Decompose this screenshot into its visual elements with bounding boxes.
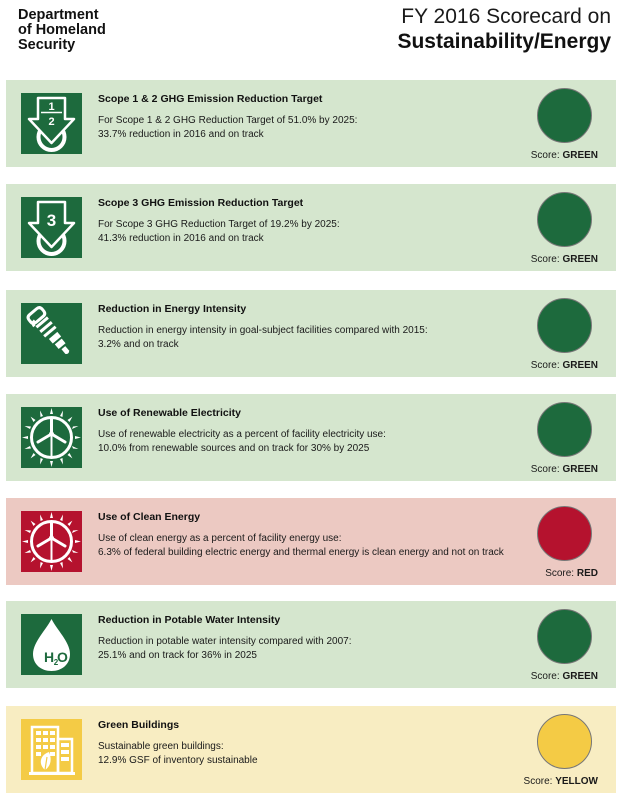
score-prefix: Score:	[545, 568, 575, 579]
item-title: Use of Clean Energy	[98, 511, 201, 523]
ghg-scope-1-2-icon: 1 2	[21, 93, 82, 154]
score-prefix: Score:	[530, 360, 560, 371]
description-line: Reduction in energy intensity in goal-su…	[98, 325, 428, 336]
score-value: GREEN	[562, 360, 598, 371]
title-line-1: FY 2016 Scorecard on	[401, 5, 611, 28]
item-description: Reduction in energy intensity in goal-su…	[98, 324, 528, 352]
score-value: RED	[576, 568, 598, 579]
agency-line: Department	[18, 7, 99, 23]
description-line: Use of clean energy as a percent of faci…	[98, 533, 342, 544]
water-drop-icon: H 2 O	[21, 614, 82, 675]
score-prefix: Score:	[523, 776, 553, 787]
item-title: Green Buildings	[98, 719, 180, 731]
item-title: Reduction in Energy Intensity	[98, 303, 247, 315]
description-line: 33.7% reduction in 2016 and on track	[98, 129, 264, 140]
item-title: Scope 3 GHG Emission Reduction Target	[98, 197, 304, 209]
svg-text:2: 2	[48, 116, 54, 128]
lightbulb-icon	[21, 303, 82, 364]
scorecard-item-scope-1-2: 1 2 Scope 1 & 2 GHG Emission Reduction T…	[6, 80, 616, 167]
score-prefix: Score:	[530, 464, 560, 475]
status-indicator-green	[537, 88, 592, 143]
score-label: Score: RED	[545, 568, 598, 579]
wind-turbine-sun-icon	[21, 407, 82, 468]
status-indicator-yellow	[537, 714, 592, 769]
description-line: 25.1% and on track for 36% in 2025	[98, 650, 257, 661]
score-value: YELLOW	[555, 776, 598, 787]
status-indicator-green	[537, 298, 592, 353]
green-building-icon	[21, 719, 82, 780]
score-prefix: Score:	[530, 150, 560, 161]
score-label: Score: GREEN	[531, 254, 598, 265]
item-description: Use of renewable electricity as a percen…	[98, 428, 528, 456]
item-title: Reduction in Potable Water Intensity	[98, 614, 281, 626]
score-value: GREEN	[562, 254, 598, 265]
item-description: Use of clean energy as a percent of faci…	[98, 532, 528, 560]
agency-line: of Homeland	[18, 22, 106, 38]
item-description: For Scope 1 & 2 GHG Reduction Target of …	[98, 114, 528, 142]
item-description: Reduction in potable water intensity com…	[98, 635, 528, 663]
ghg-scope-3-icon: 3	[21, 197, 82, 258]
svg-text:H: H	[44, 649, 54, 665]
scorecard-item-renewable-electricity: Use of Renewable Electricity Use of rene…	[6, 394, 616, 481]
item-description: For Scope 3 GHG Reduction Target of 19.2…	[98, 218, 528, 246]
scorecard-item-energy-intensity: Reduction in Energy Intensity Reduction …	[6, 290, 616, 377]
score-label: Score: YELLOW	[524, 776, 598, 787]
status-indicator-red	[537, 506, 592, 561]
item-title: Use of Renewable Electricity	[98, 407, 241, 419]
description-line: 6.3% of federal building electric energy…	[98, 547, 504, 558]
description-line: 10.0% from renewable sources and on trac…	[98, 443, 370, 454]
scorecard-item-clean-energy: Use of Clean Energy Use of clean energy …	[6, 498, 616, 585]
svg-text:2: 2	[54, 658, 59, 667]
score-label: Score: GREEN	[531, 150, 598, 161]
score-value: GREEN	[562, 150, 598, 161]
score-label: Score: GREEN	[531, 464, 598, 475]
status-indicator-green	[537, 609, 592, 664]
description-line: For Scope 1 & 2 GHG Reduction Target of …	[98, 115, 358, 126]
description-line: 3.2% and on track	[98, 339, 179, 350]
scorecard-item-potable-water: H 2 O Reduction in Potable Water Intensi…	[6, 601, 616, 688]
svg-text:3: 3	[47, 211, 56, 230]
agency-line: Security	[18, 37, 76, 53]
page-title: FY 2016 Scorecard on Sustainability/Ener…	[397, 4, 611, 54]
description-line: Sustainable green buildings:	[98, 741, 224, 752]
svg-text:O: O	[57, 649, 68, 665]
description-line: Use of renewable electricity as a percen…	[98, 429, 386, 440]
score-label: Score: GREEN	[531, 671, 598, 682]
scorecard-item-green-buildings: Green Buildings Sustainable green buildi…	[6, 706, 616, 793]
description-line: For Scope 3 GHG Reduction Target of 19.2…	[98, 219, 340, 230]
description-line: 41.3% reduction in 2016 and on track	[98, 233, 264, 244]
scorecard-item-scope-3: 3 Scope 3 GHG Emission Reduction Target …	[6, 184, 616, 271]
description-line: 12.9% GSF of inventory sustainable	[98, 755, 258, 766]
score-label: Score: GREEN	[531, 360, 598, 371]
score-value: GREEN	[562, 464, 598, 475]
score-value: GREEN	[562, 671, 598, 682]
item-title: Scope 1 & 2 GHG Emission Reduction Targe…	[98, 93, 323, 105]
item-description: Sustainable green buildings: 12.9% GSF o…	[98, 740, 528, 768]
status-indicator-green	[537, 192, 592, 247]
agency-name: Department of Homeland Security	[18, 8, 168, 53]
svg-text:1: 1	[48, 101, 54, 113]
status-indicator-green	[537, 402, 592, 457]
score-prefix: Score:	[530, 254, 560, 265]
wind-turbine-sun-icon	[21, 511, 82, 572]
description-line: Reduction in potable water intensity com…	[98, 636, 352, 647]
title-line-2: Sustainability/Energy	[397, 30, 611, 53]
score-prefix: Score:	[530, 671, 560, 682]
